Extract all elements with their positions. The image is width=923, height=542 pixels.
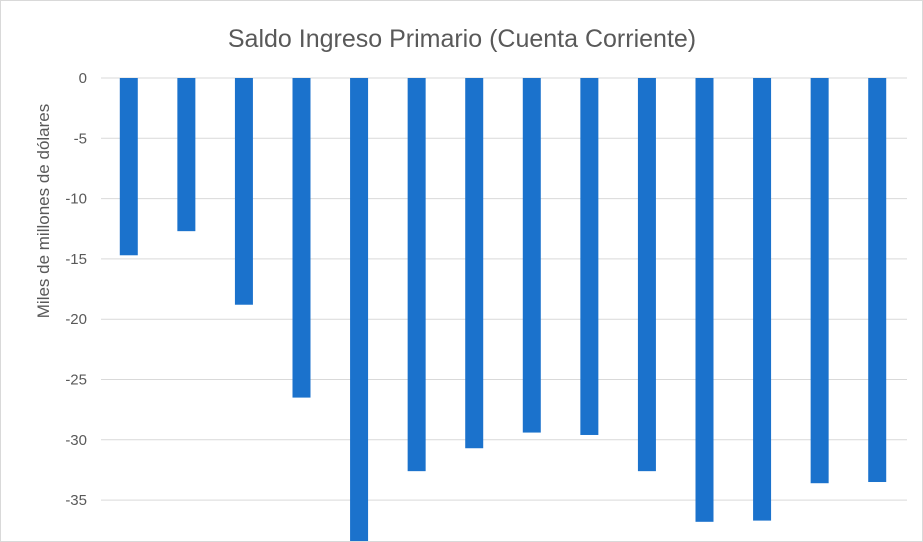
y-tick-label: -15	[65, 251, 87, 268]
y-tick-label: -25	[65, 372, 87, 389]
gridlines	[101, 77, 907, 501]
y-tick-label: -10	[65, 191, 87, 208]
bar	[868, 78, 887, 483]
bar	[580, 78, 599, 435]
y-tick-labels: 0 -5 -10 -15 -20 -25 -30 -35	[65, 70, 87, 509]
bar	[177, 78, 196, 232]
y-tick-label: -35	[65, 492, 87, 509]
bar	[637, 78, 656, 472]
bar	[522, 78, 541, 433]
bar	[292, 78, 311, 398]
bar	[753, 78, 772, 521]
bar	[465, 78, 484, 449]
y-tick-label: -30	[65, 432, 87, 449]
bar	[695, 78, 714, 522]
bar-series	[119, 78, 887, 541]
y-tick-label: 0	[79, 70, 87, 87]
bar	[234, 78, 253, 305]
y-axis-label: Miles de millones de dólares	[34, 104, 53, 319]
bar	[350, 78, 369, 541]
bar	[810, 78, 829, 484]
y-tick-label: -5	[74, 130, 87, 147]
y-tick-label: -20	[65, 311, 87, 328]
chart-title: Saldo Ingreso Primario (Cuenta Corriente…	[228, 25, 696, 53]
bar	[119, 78, 138, 256]
bar	[407, 78, 426, 472]
